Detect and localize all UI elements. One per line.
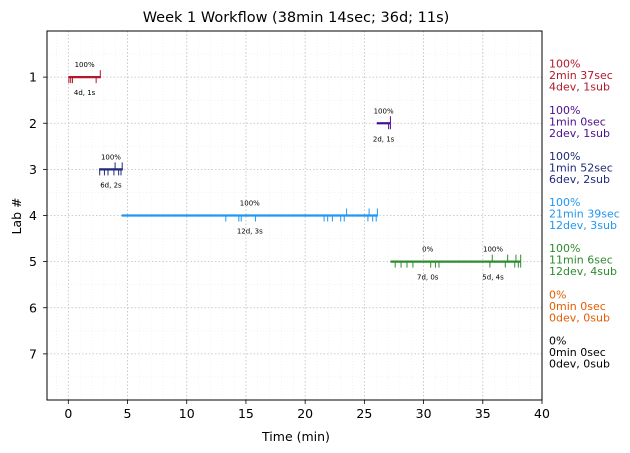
y-tick-label: 5 — [29, 254, 37, 269]
lab-2-summary-line: 2dev, 1sub — [549, 127, 610, 140]
lab-3-summary-line: 100% — [549, 150, 580, 163]
lab-4-summary-line: 21min 39sec — [549, 208, 620, 221]
lab-3-summary-line: 1min 52sec — [549, 161, 613, 174]
x-tick-label: 30 — [416, 406, 432, 421]
lab-3-count-label: 6d, 2s — [100, 181, 122, 189]
y-tick-label: 2 — [29, 116, 37, 131]
x-tick-label: 20 — [297, 406, 313, 421]
lab-5-count-label: 5d, 4s — [482, 274, 504, 282]
lab-6-summary-line: 0dev, 0sub — [549, 311, 610, 324]
lab-3-pct-label: 100% — [101, 153, 121, 161]
x-tick-label: 15 — [238, 406, 254, 421]
lab-2-count-label: 2d, 1s — [373, 135, 395, 143]
lab-5-summary-line: 12dev, 4sub — [549, 265, 617, 278]
plot-marks: 100% 4d, 1s 100% 2d, 1s 100% 6d, 2s 100% 12d, 3… — [68, 61, 522, 282]
y-tick-label: 1 — [29, 70, 37, 85]
lab-4-summary-line: 100% — [549, 196, 580, 209]
x-tick-label: 25 — [356, 406, 372, 421]
lab-6-summary-line: 0min 0sec — [549, 300, 606, 313]
x-tick-label: 0 — [64, 406, 72, 421]
lab-4-pct-label: 100% — [240, 200, 260, 208]
lab-7-summary-line: 0% — [549, 334, 566, 347]
lab-3-summary-line: 6dev, 2sub — [549, 173, 610, 186]
chart-title: Week 1 Workflow (38min 14sec; 36d; 11s) — [143, 10, 450, 26]
lab-1-count-label: 4d, 1s — [74, 89, 96, 97]
lab-2-pct-label: 100% — [374, 107, 394, 115]
lab-7-summary-line: 0min 0sec — [549, 346, 606, 359]
lab-5-summary-line: 11min 6sec — [549, 254, 613, 267]
y-tick-label: 4 — [29, 208, 37, 223]
x-tick-label: 40 — [534, 406, 550, 421]
lab-5-count-label: 7d, 0s — [417, 274, 439, 282]
lab-2-summary-line: 100% — [549, 104, 580, 117]
lab-7-summary-line: 0dev, 0sub — [549, 357, 610, 370]
lab-2-summary-line: 1min 0sec — [549, 115, 606, 128]
y-tick-label: 7 — [29, 346, 37, 361]
lab-5-pct-label: 100% — [483, 246, 503, 254]
y-tick-label: 3 — [29, 162, 37, 177]
lab-1-summary-line: 2min 37sec — [549, 69, 613, 82]
lab-5-summary-line: 100% — [549, 242, 580, 255]
x-tick-label: 10 — [179, 406, 195, 421]
lab-6-summary-line: 0% — [549, 288, 566, 301]
axis-ticks: 0 5 10 15 20 25 30 35 40 1 2 3 4 5 6 7 — [29, 70, 550, 421]
lab-4-count-label: 12d, 3s — [237, 228, 263, 236]
lab-5-pct-label: 0% — [422, 246, 433, 254]
x-tick-label: 35 — [475, 406, 491, 421]
y-tick-label: 6 — [29, 300, 37, 315]
lab-4-summary-line: 12dev, 3sub — [549, 219, 617, 232]
x-tick-label: 5 — [124, 406, 132, 421]
y-axis-label: Lab # — [9, 197, 24, 234]
lab-1-summary-line: 4dev, 1sub — [549, 81, 610, 94]
lab-1-pct-label: 100% — [75, 61, 95, 69]
plot-frame — [46, 30, 543, 401]
x-axis-label: Time (min) — [261, 429, 330, 444]
lab-1-summary-line: 100% — [549, 58, 580, 71]
